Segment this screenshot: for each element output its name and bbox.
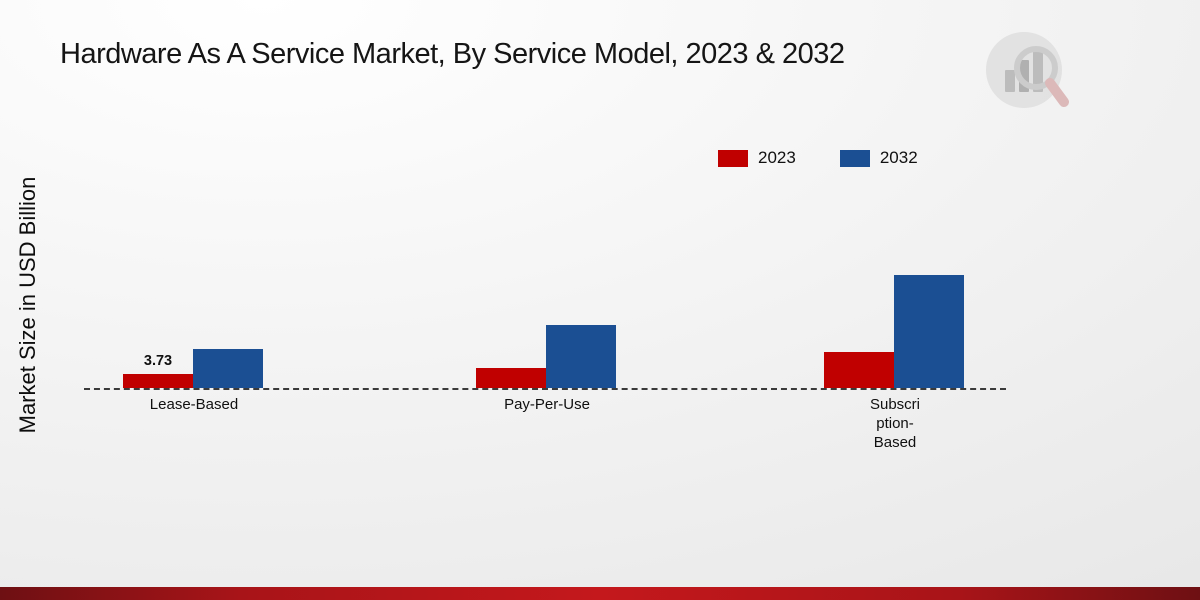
bar-group-subscription-based <box>824 275 964 388</box>
category-label-pay-per-use: Pay-Per-Use <box>504 396 590 413</box>
bar-group-pay-per-use <box>476 325 616 388</box>
brand-logo <box>978 28 1082 125</box>
legend-swatch-2032 <box>839 149 870 167</box>
chart-title: Hardware As A Service Market, By Service… <box>60 38 845 70</box>
bar-chart-magnifier-logo-icon <box>986 32 1069 108</box>
bar-2032-subscription-based <box>894 275 964 388</box>
bar-2023-subscription-based <box>824 352 894 388</box>
legend-label-2023: 2023 <box>758 148 796 167</box>
bar-2032-lease-based <box>193 349 263 388</box>
bar-2023-lease-based: 3.73 <box>123 353 193 388</box>
legend: 2023 2032 <box>718 148 918 168</box>
x-axis-baseline <box>84 388 1006 390</box>
bar-2032-pay-per-use <box>546 325 616 388</box>
footer-accent-bar <box>0 587 1200 600</box>
bar-group-lease-based: 3.73 <box>123 349 263 388</box>
legend-item-2023: 2023 <box>718 148 796 168</box>
bar-2023-pay-per-use <box>476 368 546 388</box>
bar-value-label-2023-lease-based: 3.73 <box>143 353 173 369</box>
legend-label-2032: 2032 <box>879 148 918 167</box>
legend-swatch-2023 <box>718 149 748 167</box>
category-label-subscription-based: Subscri ption- Based <box>869 396 921 451</box>
category-label-lease-based: Lease-Based <box>149 396 239 413</box>
legend-item-2032: 2032 <box>839 148 918 168</box>
